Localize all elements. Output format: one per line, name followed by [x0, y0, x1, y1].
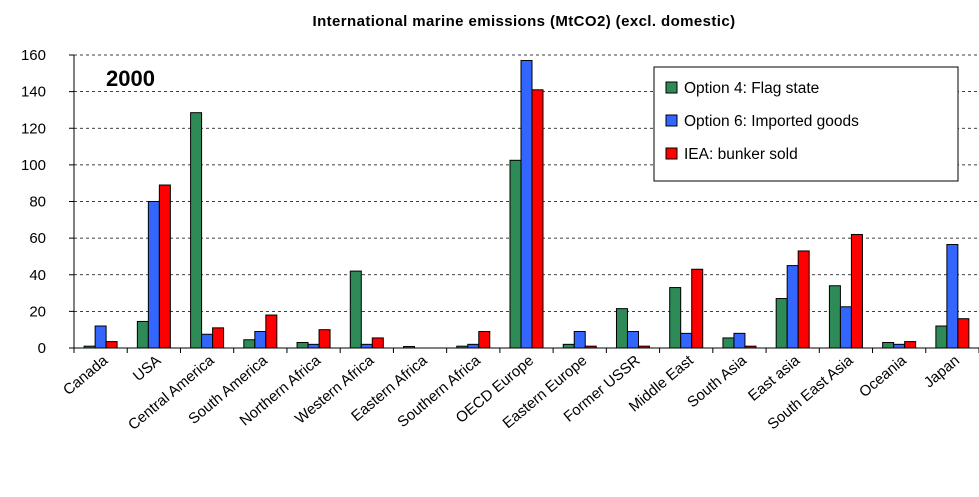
bar — [158, 184, 171, 349]
bar — [680, 332, 693, 349]
bar — [349, 270, 362, 349]
bar — [562, 343, 575, 349]
bar — [722, 337, 735, 349]
bar — [254, 331, 267, 349]
bar — [882, 342, 895, 349]
bar — [136, 320, 149, 349]
legend-label: Option 4: Flag state — [684, 80, 819, 97]
bar — [775, 298, 788, 349]
bar — [626, 331, 639, 349]
bar — [243, 339, 256, 349]
bar — [733, 332, 746, 349]
bar — [509, 159, 522, 349]
bar — [94, 325, 107, 349]
bar — [296, 342, 309, 349]
bar — [467, 343, 480, 349]
y-tick-label: 0 — [38, 340, 46, 357]
bar — [531, 89, 544, 349]
bars — [83, 59, 970, 349]
bar — [307, 343, 320, 349]
bar — [828, 285, 841, 349]
bar — [573, 331, 586, 349]
y-axis-ticks: 0 20 40 60 80 100 120 140 160 — [21, 47, 74, 357]
y-tick-label: 140 — [21, 84, 46, 101]
bar — [797, 250, 810, 349]
bar — [478, 331, 491, 349]
x-tick-label: USA — [130, 352, 165, 385]
chart-title: International marine emissions (MtCO2) (… — [313, 13, 736, 30]
bar — [190, 112, 203, 349]
bar — [520, 59, 533, 349]
y-tick-label: 80 — [29, 194, 46, 211]
y-tick-label: 40 — [29, 267, 46, 284]
bar — [147, 201, 160, 349]
y-tick-label: 60 — [29, 230, 46, 247]
bar — [850, 233, 863, 349]
bar — [201, 333, 214, 349]
bar — [957, 318, 970, 349]
bar — [105, 341, 118, 349]
bar — [839, 306, 852, 349]
bar — [371, 337, 384, 349]
y-tick-label: 160 — [21, 47, 46, 64]
x-tick-label: South Asia — [684, 352, 750, 412]
bar — [786, 265, 799, 349]
x-tick-label: Oceania — [856, 352, 910, 401]
y-tick-label: 120 — [21, 120, 46, 137]
bar — [669, 287, 682, 349]
y-tick-label: 20 — [29, 303, 46, 320]
bar — [691, 268, 704, 349]
legend-label: IEA: bunker sold — [684, 146, 798, 163]
bar — [265, 314, 278, 349]
x-tick-label: Canada — [60, 352, 112, 399]
legend-label: Option 6: Imported goods — [684, 113, 859, 130]
year-annotation: 2000 — [106, 66, 155, 91]
bar — [212, 327, 225, 349]
legend-swatch — [665, 114, 678, 127]
bar — [904, 341, 917, 349]
bar — [893, 343, 906, 349]
y-tick-label: 100 — [21, 157, 46, 174]
bar — [615, 308, 628, 349]
legend-swatch — [665, 147, 678, 160]
axes — [73, 55, 979, 349]
bar — [360, 343, 373, 349]
legend-swatch — [665, 81, 678, 94]
legend: Option 4: Flag state Option 6: Imported g… — [653, 66, 959, 182]
x-tick-label: Japan — [921, 352, 963, 391]
bar — [318, 329, 331, 349]
bar — [935, 325, 948, 349]
legend-box — [653, 66, 959, 182]
bar — [946, 244, 959, 349]
